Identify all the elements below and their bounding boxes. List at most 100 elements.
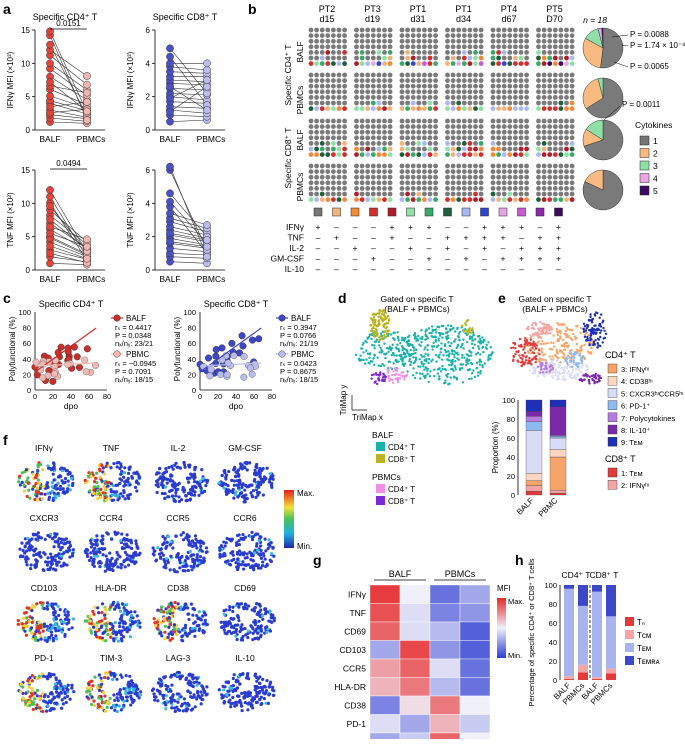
f-umap-point (43, 625, 46, 628)
b-waffle-dot (559, 197, 564, 202)
d-cell-point (454, 365, 456, 367)
d-cell-point (454, 360, 456, 362)
f-umap-point (56, 605, 59, 608)
b-waffle-dot (524, 95, 529, 100)
b-waffle-dot (513, 44, 518, 49)
b-waffle-dot (559, 130, 564, 135)
b-waffle-dot (519, 56, 524, 61)
b-waffle-dot (400, 78, 405, 83)
f-umap-point (261, 560, 264, 563)
f-umap-point (164, 625, 167, 628)
b-combo-mark: + (427, 222, 432, 232)
d-cell-point (382, 324, 384, 326)
b-cytokine-label: GM-CSF (270, 254, 304, 264)
b-waffle-dot (371, 50, 376, 55)
d-cell-point (404, 353, 406, 355)
d-cell-point (438, 354, 440, 356)
c-ytick: 60 (188, 339, 196, 348)
b-waffle-dot (342, 152, 347, 157)
d-cell-point (446, 331, 448, 333)
a-pair-line (170, 48, 207, 93)
b-waffle-dot (456, 50, 461, 55)
f-umap-point (183, 607, 186, 610)
b-waffle-dot (502, 152, 507, 157)
b-waffle-dot (542, 106, 547, 111)
b-waffle-dot (325, 169, 330, 174)
b-waffle-dot (365, 192, 370, 197)
f-umap-point (225, 491, 228, 494)
b-waffle-dot (411, 124, 416, 129)
d-cell-point (453, 340, 455, 342)
b-waffle-dot (479, 180, 484, 185)
f-umap-point (133, 610, 136, 613)
f-umap-point (206, 550, 209, 553)
f-umap-point (92, 492, 95, 495)
e-cell-point (546, 368, 548, 370)
b-waffle-dot (416, 141, 421, 146)
b-waffle-dot (502, 44, 507, 49)
f-umap-point (27, 489, 30, 492)
f-umap-point (104, 570, 107, 573)
d-cell-point (383, 313, 385, 315)
b-waffle-dot (422, 106, 427, 111)
d-cell-point (409, 364, 411, 366)
panel-letter-c: c (3, 290, 11, 306)
e-cell-point (573, 356, 575, 358)
e-cell-point (559, 350, 561, 352)
b-waffle-dot (428, 56, 433, 61)
b-waffle-dot (513, 124, 518, 129)
b-waffle-dot (513, 152, 518, 157)
d-cell-point (423, 368, 425, 370)
b-waffle-dot (559, 44, 564, 49)
e-cell-point (597, 344, 599, 346)
f-umap-point (59, 488, 62, 491)
f-umap-point (119, 618, 122, 621)
b-waffle-dot (553, 39, 558, 44)
e-cell-point (564, 370, 566, 372)
b-waffle-dot (354, 119, 359, 124)
f-umap-point (192, 477, 195, 480)
e-cell-point (599, 336, 601, 338)
b-waffle-dot (451, 73, 456, 78)
b-waffle-dot (559, 164, 564, 169)
b-waffle-dot (524, 135, 529, 140)
d-cell-point (485, 344, 487, 346)
e-cd4-label: 4: CD38ʰᶦ (621, 377, 653, 386)
b-waffle-dot (314, 164, 319, 169)
f-umap-point (246, 552, 249, 555)
d-cell-point (438, 332, 440, 334)
f-umap-point (46, 640, 49, 643)
b-waffle-dot (388, 44, 393, 49)
b-patient-day: d34 (456, 14, 471, 24)
f-umap-point (68, 541, 71, 544)
b-waffle-dot (445, 28, 450, 33)
f-umap-point (36, 499, 39, 502)
f-umap-point (260, 469, 263, 472)
b-waffle-dot (325, 95, 330, 100)
f-umap-point (121, 495, 124, 498)
d-cell-point (448, 364, 450, 366)
b-waffle-dot (507, 169, 512, 174)
d-cell-point (362, 344, 364, 346)
b-waffle-dot (314, 141, 319, 146)
e-bar-segment (526, 400, 542, 411)
b-waffle-dot (570, 164, 575, 169)
f-umap-point (262, 493, 265, 496)
b-waffle-dot (473, 78, 478, 83)
f-umap-point (259, 552, 262, 555)
f-umap-point (93, 485, 96, 488)
b-waffle-dot (320, 50, 325, 55)
d-cell-point (441, 332, 443, 334)
b-waffle-dot (479, 28, 484, 33)
d-cell-point (435, 354, 437, 356)
f-umap-point (165, 557, 168, 560)
c-point-balf (213, 346, 220, 353)
b-waffle-dot (496, 197, 501, 202)
e-bar-segment (526, 411, 542, 416)
f-umap-point (122, 476, 125, 479)
f-umap-point (178, 482, 181, 485)
f-umap-point (39, 487, 42, 490)
f-umap-point (233, 484, 236, 487)
c-point-pbmc (241, 374, 248, 381)
f-marker-title: CCR5 (166, 513, 189, 523)
